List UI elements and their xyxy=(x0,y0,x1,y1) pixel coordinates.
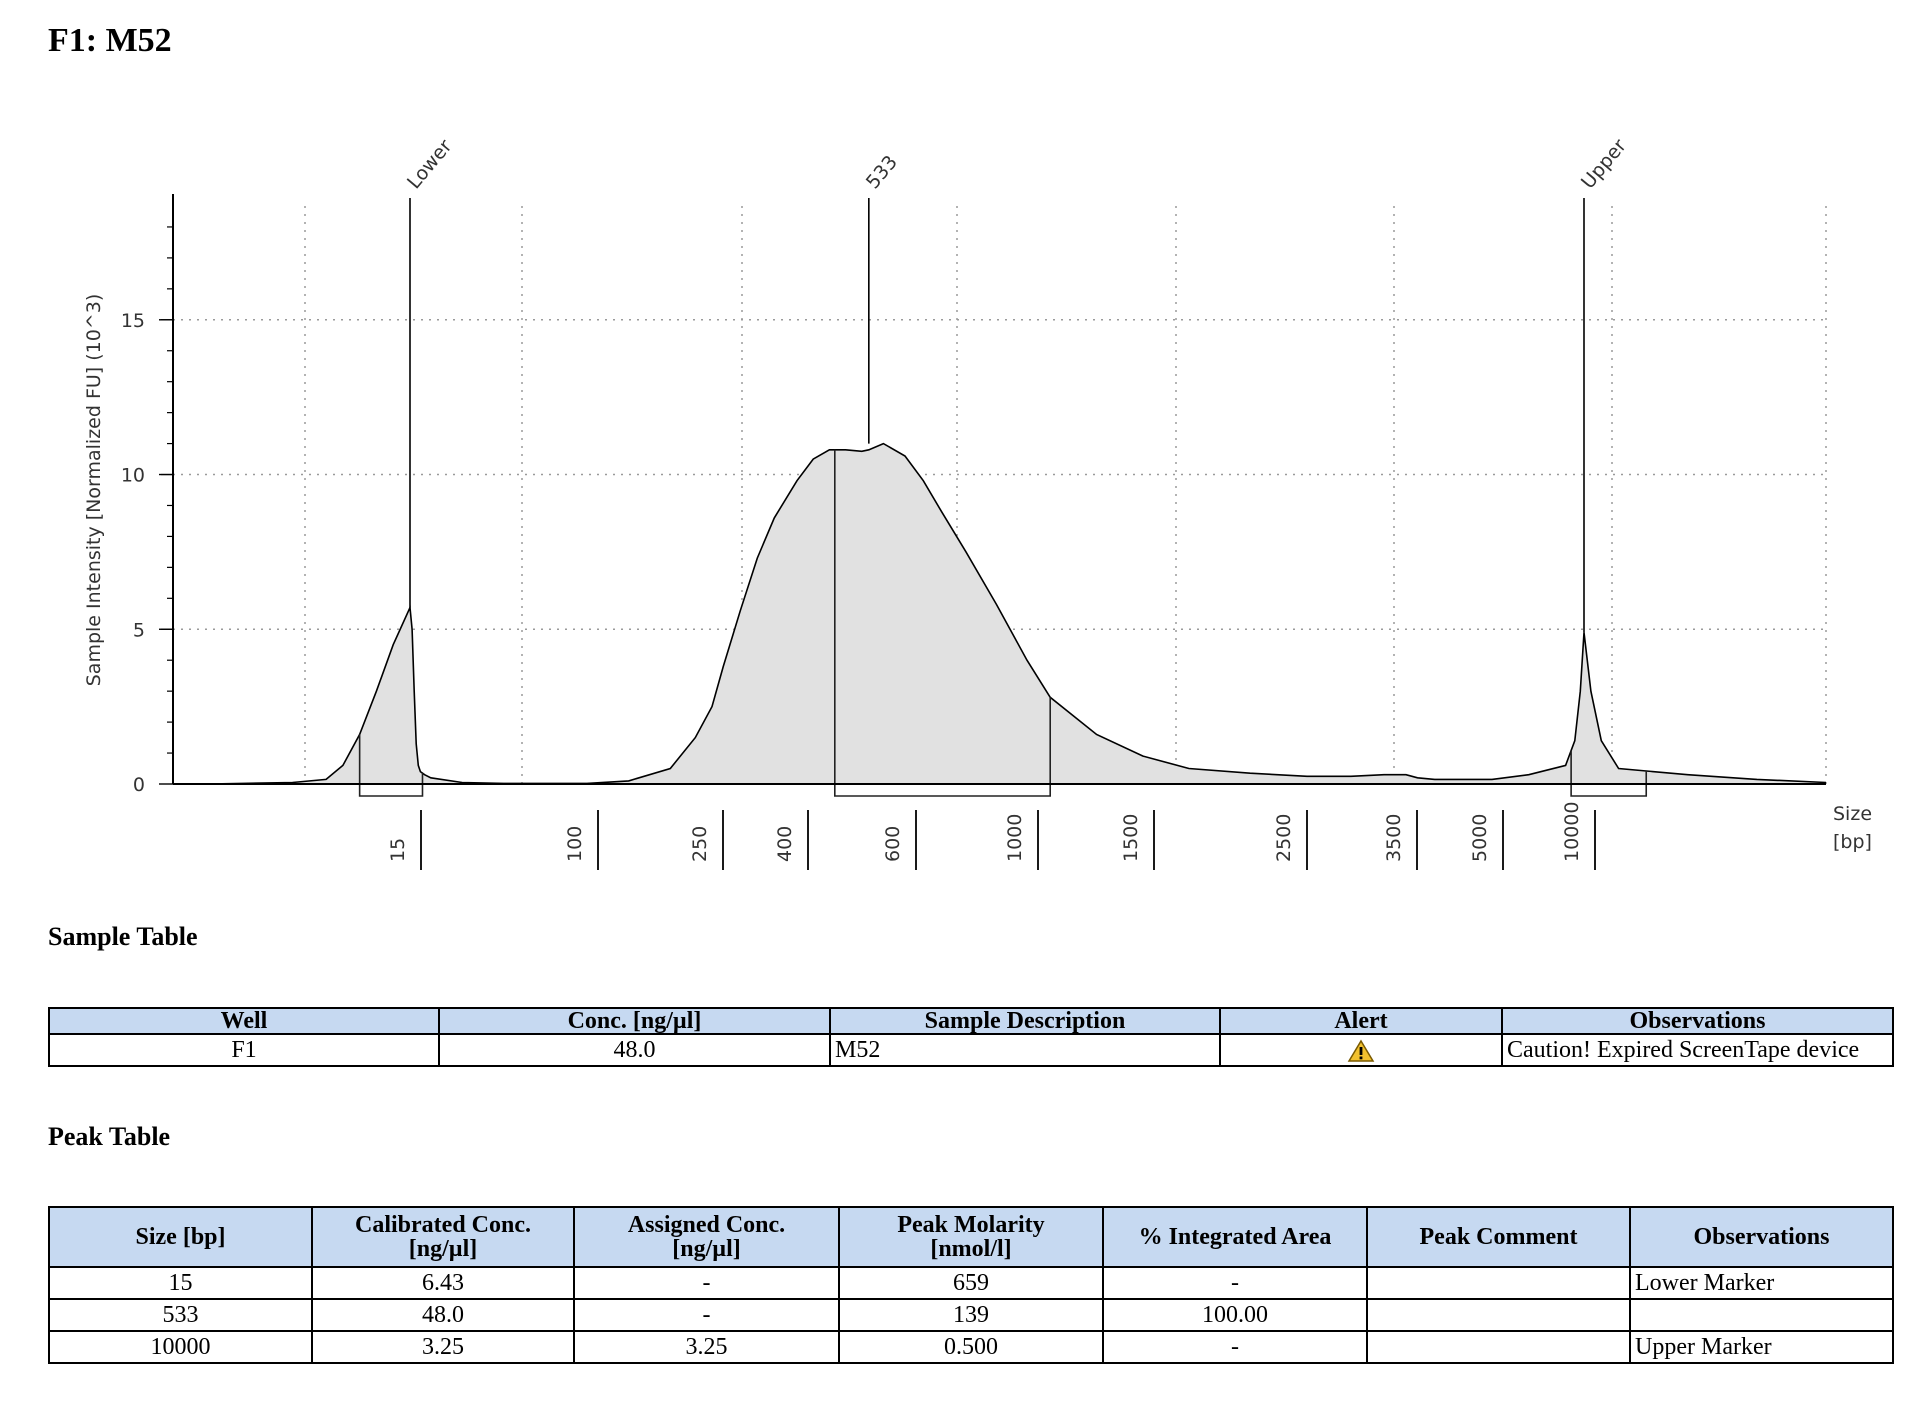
cell-peak-comment xyxy=(1366,1330,1631,1364)
peak-region-bracket xyxy=(834,449,1051,797)
peak-table-header-row: Size [bp] Calibrated Conc. [ng/µl] Assign… xyxy=(48,1206,1894,1268)
cell-size: 15 xyxy=(48,1266,313,1300)
sample-table-header-row: Well Conc. [ng/µl] Sample Description Al… xyxy=(48,1007,1894,1035)
header-well: Well xyxy=(48,1007,440,1035)
header-conc: Conc. [ng/µl] xyxy=(438,1007,831,1035)
y-tick-label: 0 xyxy=(133,774,145,796)
cell-size: 533 xyxy=(48,1298,313,1332)
y-axis-label: Sample Intensity [Normalized FU] (10^3) xyxy=(83,294,105,687)
x-tick-label: 15 xyxy=(387,838,409,862)
cell-calibrated-conc: 6.43 xyxy=(311,1266,575,1300)
x-tick-label: 600 xyxy=(882,826,904,862)
peak-table-title: Peak Table xyxy=(48,1122,171,1151)
cell-assigned-conc: - xyxy=(573,1266,840,1300)
x-axis-unit-label: [bp] xyxy=(1833,831,1872,853)
header-assigned-conc: Assigned Conc. [ng/µl] xyxy=(573,1206,840,1268)
header-observations: Observations xyxy=(1629,1206,1894,1268)
cell-observations xyxy=(1629,1298,1894,1332)
x-tick-label: 250 xyxy=(689,826,711,862)
cell-assigned-conc: - xyxy=(573,1298,840,1332)
sample-table: Well Conc. [ng/µl] Sample Description Al… xyxy=(48,1007,1894,1067)
trace-area xyxy=(175,443,1826,784)
page-title: F1: M52 xyxy=(48,22,172,59)
header-description: Sample Description xyxy=(829,1007,1221,1035)
cell-calibrated-conc: 3.25 xyxy=(311,1330,575,1364)
cell-assigned-conc: 3.25 xyxy=(573,1330,840,1364)
y-tick-label: 5 xyxy=(133,619,145,641)
peak-label: Lower xyxy=(403,135,457,193)
sample-table-title: Sample Table xyxy=(48,922,198,951)
cell-peak-comment xyxy=(1366,1298,1631,1332)
x-axis-label: Size xyxy=(1833,803,1872,825)
x-tick-label: 3500 xyxy=(1383,814,1405,862)
x-tick-label: 400 xyxy=(774,826,796,862)
cell-integrated-area: 100.00 xyxy=(1102,1298,1368,1332)
cell-alert xyxy=(1219,1033,1503,1067)
header-integrated-area: % Integrated Area xyxy=(1102,1206,1368,1268)
cell-peak-comment xyxy=(1366,1266,1631,1300)
peak-table: Size [bp] Calibrated Conc. [ng/µl] Assign… xyxy=(48,1206,1894,1364)
cell-calibrated-conc: 48.0 xyxy=(311,1298,575,1332)
cell-peak-molarity: 139 xyxy=(838,1298,1104,1332)
header-peak-molarity: Peak Molarity [nmol/l] xyxy=(838,1206,1104,1268)
header-calibrated-conc: Calibrated Conc. [ng/µl] xyxy=(311,1206,575,1268)
cell-description: M52 xyxy=(829,1033,1221,1067)
cell-peak-molarity: 659 xyxy=(838,1266,1104,1300)
peak-label: Upper xyxy=(1577,135,1631,193)
y-tick-label: 15 xyxy=(121,310,145,332)
cell-size: 10000 xyxy=(48,1330,313,1364)
header-peak-comment: Peak Comment xyxy=(1366,1206,1631,1268)
x-tick-label: 1500 xyxy=(1120,814,1142,862)
peak-label: 533 xyxy=(862,151,902,193)
trace-line xyxy=(175,442,1827,785)
table-row: 533 48.0 - 139 100.00 xyxy=(48,1298,1894,1332)
table-row: 10000 3.25 3.25 0.500 - Upper Marker xyxy=(48,1330,1894,1364)
cell-conc: 48.0 xyxy=(438,1033,831,1067)
cell-integrated-area: - xyxy=(1102,1266,1368,1300)
x-tick-label: 1000 xyxy=(1004,814,1026,862)
cell-observations: Caution! Expired ScreenTape device xyxy=(1501,1033,1894,1067)
header-size: Size [bp] xyxy=(48,1206,313,1268)
cell-integrated-area: - xyxy=(1102,1330,1368,1364)
y-tick-label: 10 xyxy=(121,465,145,487)
header-observations: Observations xyxy=(1501,1007,1894,1035)
x-tick-label: 10000 xyxy=(1561,802,1583,862)
x-tick-label: 2500 xyxy=(1273,814,1295,862)
cell-well: F1 xyxy=(48,1033,440,1067)
header-alert: Alert xyxy=(1219,1007,1503,1035)
electropherogram-chart: Lower 533 Upper 0 5 10 15 Sample Intensity [Nor… xyxy=(83,135,1872,870)
table-row: 15 6.43 - 659 - Lower Marker xyxy=(48,1266,1894,1300)
table-row: F1 48.0 M52 Caution! Expired ScreenTape … xyxy=(48,1033,1894,1067)
x-tick-label: 5000 xyxy=(1469,814,1491,862)
x-tick-label: 100 xyxy=(564,826,586,862)
cell-observations: Upper Marker xyxy=(1629,1330,1894,1364)
warning-icon xyxy=(1347,1040,1375,1063)
cell-observations: Lower Marker xyxy=(1629,1266,1894,1300)
cell-peak-molarity: 0.500 xyxy=(838,1330,1104,1364)
